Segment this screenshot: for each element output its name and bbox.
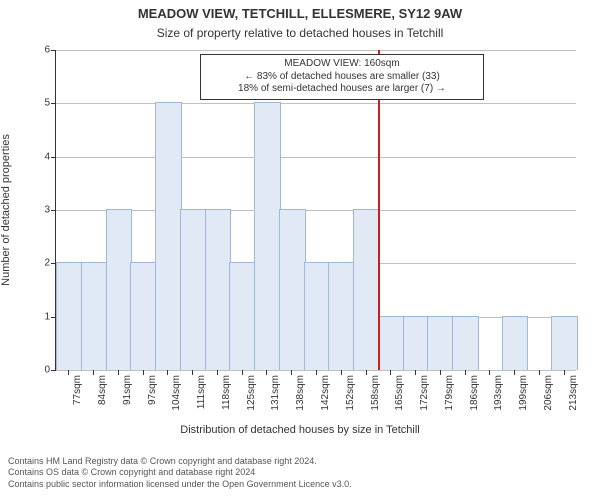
gridline bbox=[56, 50, 576, 51]
bar bbox=[427, 316, 454, 370]
xtick-label: 131sqm bbox=[270, 375, 281, 411]
xtick-label: 152sqm bbox=[345, 375, 356, 411]
xtick-mark bbox=[539, 370, 540, 375]
ytick-label: 1 bbox=[44, 311, 56, 322]
xtick-mark bbox=[415, 370, 416, 375]
xtick-mark bbox=[366, 370, 367, 375]
bar bbox=[229, 262, 256, 370]
xtick-label: 111sqm bbox=[196, 375, 207, 409]
bar bbox=[452, 316, 479, 370]
annotation-box: MEADOW VIEW: 160sqm← 83% of detached hou… bbox=[200, 54, 484, 100]
xtick-mark bbox=[217, 370, 218, 375]
xtick-label: 142sqm bbox=[320, 375, 331, 411]
xtick-label: 186sqm bbox=[469, 375, 480, 411]
bar bbox=[353, 209, 380, 370]
bar bbox=[378, 316, 405, 370]
xtick-mark bbox=[291, 370, 292, 375]
xtick-label: 104sqm bbox=[171, 375, 182, 411]
xtick-label: 91sqm bbox=[122, 375, 133, 405]
xtick-mark bbox=[465, 370, 466, 375]
xtick-mark bbox=[192, 370, 193, 375]
xtick-mark bbox=[143, 370, 144, 375]
xtick-mark bbox=[390, 370, 391, 375]
xtick-label: 125sqm bbox=[246, 375, 257, 411]
ytick-label: 6 bbox=[44, 45, 56, 56]
gridline bbox=[56, 103, 576, 104]
footer-line: Contains OS data © Crown copyright and d… bbox=[8, 467, 600, 478]
xtick-label: 206sqm bbox=[543, 375, 554, 411]
annotation-line: MEADOW VIEW: 160sqm bbox=[207, 58, 477, 71]
bar bbox=[205, 209, 232, 370]
y-axis-label: Number of detached properties bbox=[0, 134, 12, 286]
bar bbox=[403, 316, 430, 370]
xtick-label: 138sqm bbox=[295, 375, 306, 411]
xtick-label: 179sqm bbox=[444, 375, 455, 411]
xtick-mark bbox=[68, 370, 69, 375]
chart-title-sub: Size of property relative to detached ho… bbox=[0, 26, 600, 40]
xtick-mark bbox=[440, 370, 441, 375]
ytick-label: 3 bbox=[44, 205, 56, 216]
xtick-label: 97sqm bbox=[147, 375, 158, 405]
xtick-label: 118sqm bbox=[221, 375, 232, 410]
xtick-label: 84sqm bbox=[97, 375, 108, 405]
chart-title-main: MEADOW VIEW, TETCHILL, ELLESMERE, SY12 9… bbox=[0, 6, 600, 21]
xtick-label: 213sqm bbox=[568, 375, 579, 411]
xtick-label: 158sqm bbox=[370, 375, 381, 411]
xtick-label: 193sqm bbox=[493, 375, 504, 411]
xtick-mark bbox=[316, 370, 317, 375]
bar bbox=[56, 262, 83, 370]
xtick-mark bbox=[167, 370, 168, 375]
x-axis-label: Distribution of detached houses by size … bbox=[0, 424, 600, 436]
bar bbox=[551, 316, 578, 370]
xtick-mark bbox=[489, 370, 490, 375]
gridline bbox=[56, 210, 576, 211]
footer-line: Contains HM Land Registry data © Crown c… bbox=[8, 456, 600, 467]
chart-container: MEADOW VIEW, TETCHILL, ELLESMERE, SY12 9… bbox=[0, 0, 600, 500]
bar bbox=[81, 262, 108, 370]
xtick-mark bbox=[266, 370, 267, 375]
bar bbox=[180, 209, 207, 370]
xtick-mark bbox=[514, 370, 515, 375]
bar bbox=[502, 316, 529, 370]
xtick-label: 77sqm bbox=[72, 375, 83, 405]
footer-line: Contains public sector information licen… bbox=[8, 479, 600, 490]
ytick-label: 2 bbox=[44, 258, 56, 269]
xtick-mark bbox=[564, 370, 565, 375]
xtick-mark bbox=[242, 370, 243, 375]
bar bbox=[106, 209, 133, 370]
ytick-label: 0 bbox=[44, 365, 56, 376]
ytick-label: 5 bbox=[44, 98, 56, 109]
xtick-label: 199sqm bbox=[518, 375, 529, 411]
annotation-line: 18% of semi-detached houses are larger (… bbox=[207, 83, 477, 96]
gridline bbox=[56, 157, 576, 158]
ytick-label: 4 bbox=[44, 151, 56, 162]
bar bbox=[155, 102, 182, 370]
bar bbox=[279, 209, 306, 370]
bar bbox=[254, 102, 281, 370]
xtick-mark bbox=[118, 370, 119, 375]
xtick-mark bbox=[341, 370, 342, 375]
bar bbox=[328, 262, 355, 370]
footer: Contains HM Land Registry data © Crown c… bbox=[0, 456, 600, 490]
xtick-label: 172sqm bbox=[419, 375, 430, 411]
bar bbox=[130, 262, 157, 370]
xtick-label: 165sqm bbox=[394, 375, 405, 411]
annotation-line: ← 83% of detached houses are smaller (33… bbox=[207, 71, 477, 84]
xtick-mark bbox=[93, 370, 94, 375]
bar bbox=[304, 262, 331, 370]
